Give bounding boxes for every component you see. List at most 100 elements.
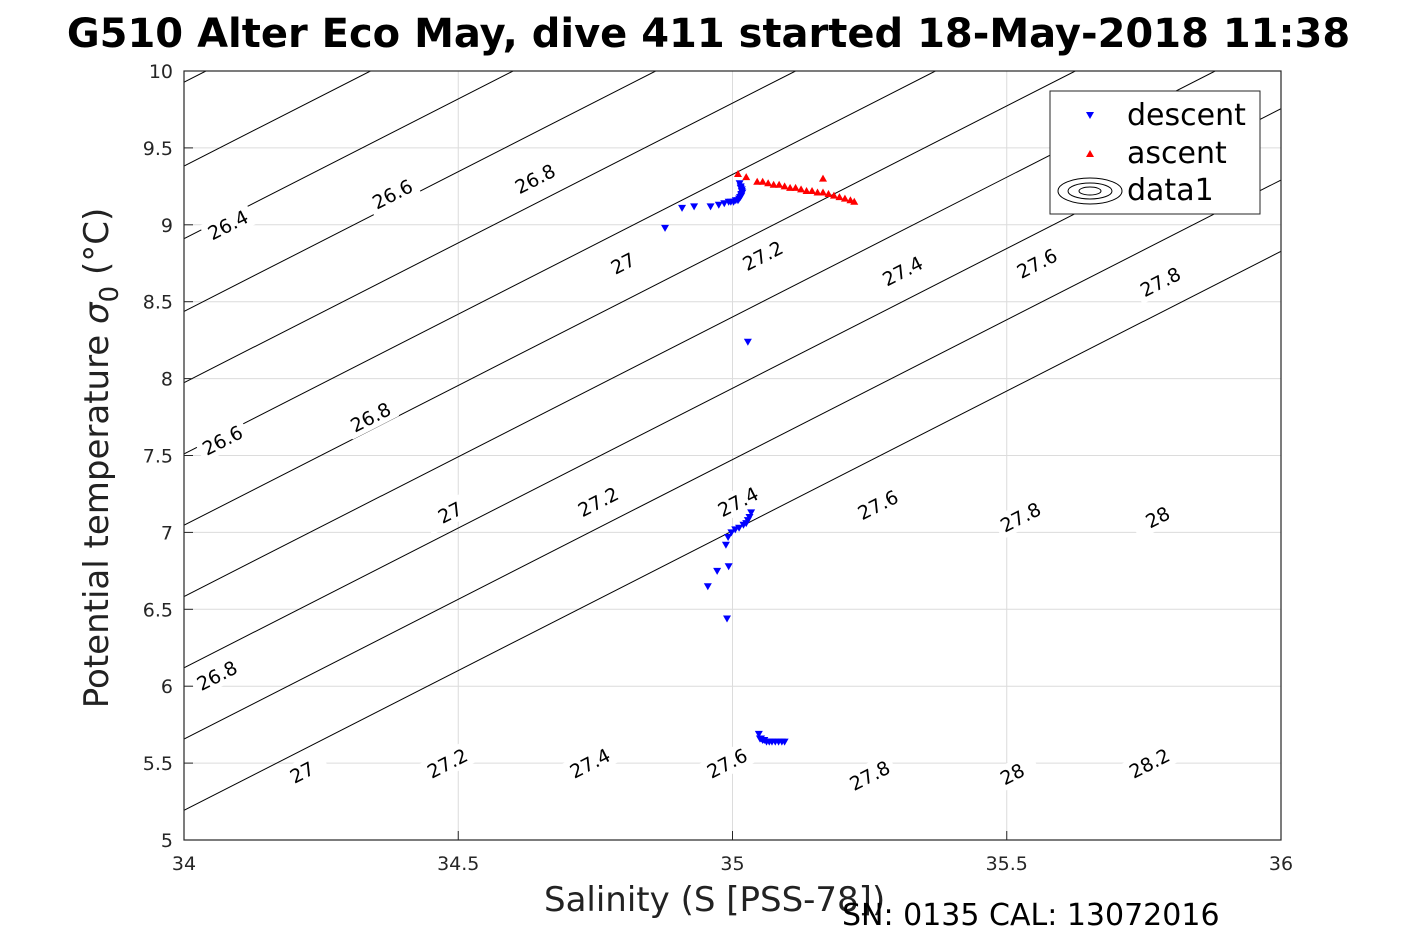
contour-label-bg <box>1008 240 1066 286</box>
descent-point <box>724 534 733 542</box>
descent-point <box>703 583 712 591</box>
ascent-point <box>780 182 789 190</box>
y-tick-label: 9.5 <box>143 138 173 160</box>
descent-point <box>678 204 687 212</box>
descent-point <box>713 567 722 575</box>
y-tick-label: 6 <box>161 676 173 698</box>
ascent-point <box>775 180 784 188</box>
contour-line <box>184 71 514 240</box>
descent-point <box>731 526 740 534</box>
ascent-point <box>769 180 778 188</box>
ascent-point <box>764 179 773 187</box>
contour-label-bg <box>734 233 792 279</box>
ascent-point <box>733 170 742 178</box>
ascent-point <box>840 194 849 202</box>
descent-point <box>706 203 715 211</box>
descent-point <box>661 224 670 232</box>
contour-line <box>184 250 1281 811</box>
legend-contour-label: data1 <box>1127 173 1214 208</box>
contour-label-bg <box>418 740 476 786</box>
contour-label-bg <box>421 489 479 535</box>
contour-label-bg <box>1131 259 1189 305</box>
descent-point <box>724 563 733 571</box>
contour-label-bg <box>849 482 907 528</box>
legend-box <box>1049 90 1261 215</box>
descent-point <box>727 529 736 537</box>
descent-point <box>758 737 767 745</box>
y-tick-label: 7 <box>161 522 173 544</box>
contour-label-bg <box>199 202 257 248</box>
descent-point <box>723 615 732 623</box>
ascent-series <box>733 170 859 205</box>
legend: descent ascent data1 <box>1049 90 1261 215</box>
legend-contour-icon <box>1057 177 1123 205</box>
descent-point <box>737 191 746 199</box>
descent-point <box>735 180 744 188</box>
x-tick-label: 35 <box>720 853 744 875</box>
y-tick-label: 10 <box>149 61 173 83</box>
y-axis-label-symbol: σ <box>77 302 117 324</box>
contour-labels: 26.426.6 26.827 27.2 27.4 27.6 27.826.626.827… <box>188 156 1189 798</box>
descent-point <box>736 184 745 192</box>
contour-label-bg <box>991 494 1050 540</box>
y-tick-label: 5.5 <box>143 753 173 775</box>
descent-point <box>747 509 756 517</box>
contour-label-bg <box>873 248 932 294</box>
ascent-point <box>802 186 811 194</box>
descent-series <box>661 180 789 746</box>
x-tick-label: 35.5 <box>986 853 1028 875</box>
descent-point <box>721 541 730 549</box>
legend-ascent-marker <box>1086 150 1094 157</box>
contour-label-bg <box>983 751 1041 797</box>
y-tick-label: 8.5 <box>143 292 173 314</box>
descent-point <box>690 203 699 211</box>
contour-line <box>184 71 796 384</box>
ascent-point <box>819 174 828 182</box>
contour-label-bg <box>594 240 652 286</box>
y-tick-label: 6.5 <box>143 599 173 621</box>
ascent-point <box>819 188 828 196</box>
x-axis-ticks: 34 34.5 35 35.5 36 <box>172 831 1293 875</box>
x-axis-label: Salinity (S [PSS-78]) <box>544 880 886 920</box>
legend-ascent-label: ascent <box>1127 136 1227 171</box>
contour-line <box>184 71 936 455</box>
descent-point <box>720 200 729 208</box>
descent-point <box>780 738 789 746</box>
contour-label-bg <box>841 752 899 798</box>
chart-title: G510 Alter Eco May, dive 411 started 18-… <box>66 11 1351 57</box>
contour-line <box>184 71 1076 526</box>
ascent-point <box>808 186 817 194</box>
descent-point <box>754 730 763 738</box>
contour-label-bg <box>561 740 619 786</box>
ascent-point <box>758 177 767 185</box>
calibration-footer: SN: 0135 CAL: 13072016 <box>842 898 1220 933</box>
ascent-point <box>829 191 838 199</box>
contour-label-bg <box>569 479 627 525</box>
contour-label-bg <box>341 394 400 440</box>
ascent-point <box>791 183 800 191</box>
contour-line <box>184 71 1216 598</box>
descent-point <box>739 521 748 529</box>
contour-label-bg <box>506 156 564 202</box>
ascent-point <box>797 185 806 193</box>
y-axis-label-prefix: Potential temperature <box>77 334 117 709</box>
legend-descent-marker <box>1086 112 1094 119</box>
descent-point <box>714 201 723 209</box>
contour-label-bg <box>698 740 756 786</box>
ascent-point <box>813 188 822 196</box>
ascent-point <box>850 197 859 205</box>
contour-label-bg <box>1120 740 1178 786</box>
y-tick-label: 9 <box>161 215 173 237</box>
x-tick-label: 34 <box>172 853 196 875</box>
y-tick-label: 7.5 <box>143 446 173 468</box>
y-tick-label: 8 <box>161 369 173 391</box>
ascent-point <box>753 177 762 185</box>
contour-label-bg <box>1128 494 1187 540</box>
ascent-point <box>824 190 833 198</box>
legend-descent-label: descent <box>1127 98 1246 133</box>
y-axis-ticks: 5 5.5 6 6.5 7 7.5 8 8.5 9 9.5 10 <box>143 61 193 852</box>
y-axis-label-subscript: 0 <box>95 285 125 303</box>
contour-label-bg <box>188 652 246 698</box>
contour-label-bg <box>273 749 331 795</box>
